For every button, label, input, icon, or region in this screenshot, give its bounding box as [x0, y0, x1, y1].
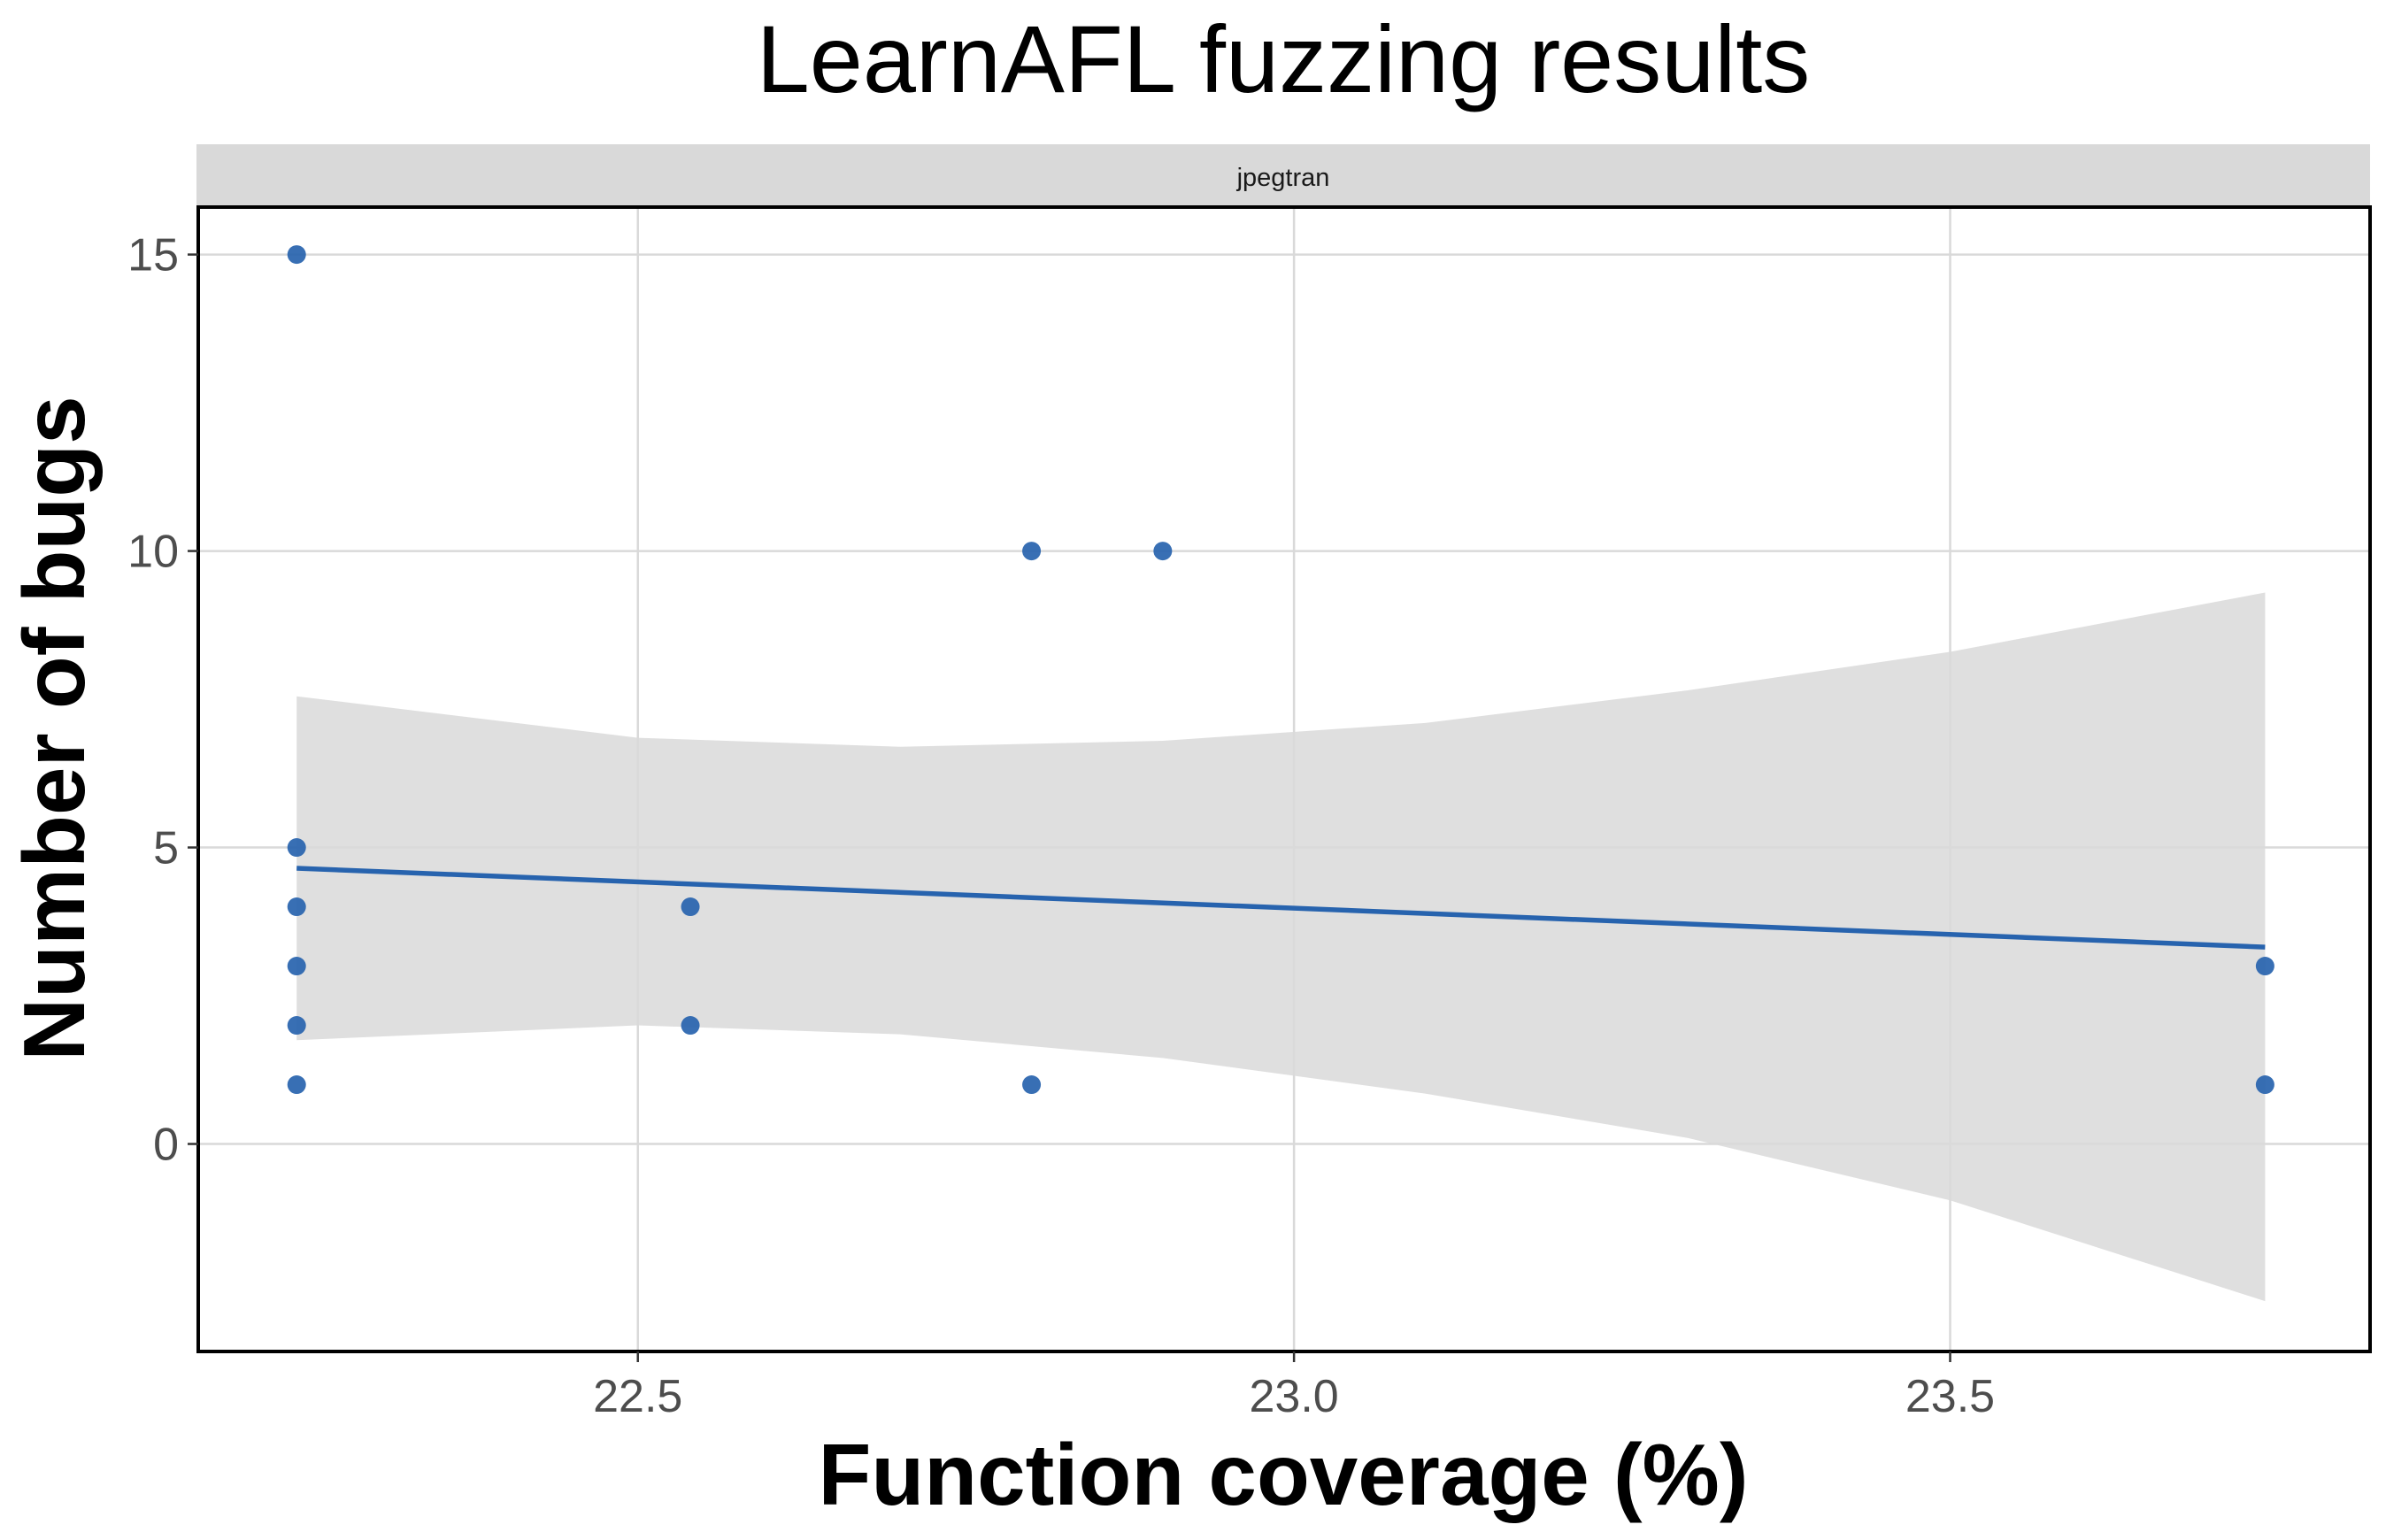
data-point	[287, 897, 306, 917]
y-tick-label: 15	[127, 230, 179, 281]
data-point	[287, 1075, 306, 1095]
x-axis-title: Function coverage (%)	[819, 1426, 1749, 1523]
y-tick-label: 0	[153, 1120, 179, 1171]
chart-title: LearnAFL fuzzing results	[757, 5, 1811, 112]
data-point	[2255, 1075, 2274, 1095]
facet-label: jpegtran	[1236, 164, 1330, 192]
confidence-band	[296, 592, 2266, 1302]
panel-border	[196, 205, 2372, 1353]
facet-strip	[196, 144, 2370, 205]
x-tick-label: 23.0	[1250, 1371, 1339, 1422]
x-tick-label: 23.5	[1905, 1371, 1995, 1422]
data-point	[287, 838, 306, 858]
y-axis-title: Number of bugs	[5, 396, 103, 1060]
y-tick-label: 5	[153, 823, 179, 874]
data-point	[681, 897, 700, 917]
y-tick-label: 10	[127, 527, 179, 578]
data-point	[1153, 542, 1173, 561]
data-point	[681, 1016, 700, 1036]
x-tick-label: 22.5	[593, 1371, 682, 1422]
plot-area: 22.5 23.0 23.5 0 5 10 15	[127, 205, 2372, 1422]
data-point	[1022, 542, 1042, 561]
trend-line	[296, 866, 2266, 950]
data-point	[287, 957, 306, 976]
data-point	[287, 245, 306, 265]
data-point	[2255, 957, 2274, 976]
data-point	[1022, 1075, 1042, 1095]
data-point	[287, 1016, 306, 1036]
